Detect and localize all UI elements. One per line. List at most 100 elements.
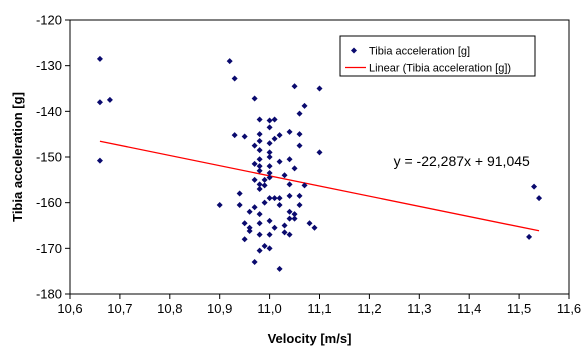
data-point (316, 149, 323, 156)
y-tick-label: -180 (36, 287, 62, 302)
x-axis-title: Velocity [m/s] (268, 331, 352, 346)
data-point (231, 132, 238, 139)
legend-marker-points (351, 47, 357, 54)
y-axis-title: Tibia acceleration [g] (10, 92, 25, 222)
data-point (266, 117, 273, 124)
x-tick-label: 10,8 (157, 301, 182, 316)
y-tick-label: -170 (36, 241, 62, 256)
data-point (256, 181, 263, 188)
data-point (261, 243, 268, 250)
legend-box (339, 35, 536, 77)
data-point (271, 224, 278, 231)
data-point (241, 133, 248, 140)
x-tick-label: 11,2 (357, 301, 381, 316)
data-point (256, 147, 263, 154)
data-point (266, 124, 273, 131)
data-point (246, 227, 253, 234)
data-point (286, 231, 293, 238)
data-point (291, 215, 298, 222)
data-point (231, 75, 238, 82)
trendline-equation: y = -22,287x + 91,045 (394, 153, 530, 169)
data-point (256, 131, 263, 138)
data-point (266, 245, 273, 252)
y-tick-label: -160 (36, 195, 62, 210)
x-tick-label: 11,5 (507, 301, 531, 316)
data-point (251, 142, 258, 149)
trendline (99, 140, 540, 232)
data-point (271, 135, 278, 142)
data-point (261, 199, 268, 206)
x-tick-label: 11,3 (407, 301, 431, 316)
data-point (536, 195, 543, 202)
data-point (266, 217, 273, 224)
data-point (286, 128, 293, 135)
data-point (276, 132, 283, 139)
data-point (266, 149, 273, 156)
data-point (286, 156, 293, 163)
data-point (266, 195, 273, 202)
data-point (271, 116, 278, 123)
data-point (256, 138, 263, 145)
data-point (286, 181, 293, 188)
data-point (296, 131, 303, 138)
data-point (246, 208, 253, 215)
data-point (266, 154, 273, 160)
data-point (256, 185, 263, 192)
data-point (311, 224, 318, 231)
data-point (256, 211, 263, 218)
data-point (276, 195, 283, 202)
data-point (241, 236, 248, 243)
y-tick-label: -130 (36, 58, 62, 73)
data-point (266, 174, 273, 181)
x-tick-label: 11,6 (557, 301, 581, 316)
data-point (276, 201, 283, 208)
data-point (256, 247, 263, 254)
legend-label-points: Tibia acceleration [g] (369, 46, 470, 58)
data-point (296, 201, 303, 208)
data-point (291, 211, 298, 218)
chart-marks (96, 55, 543, 272)
data-point (271, 195, 278, 202)
data-point (296, 142, 303, 149)
data-point (241, 220, 248, 227)
data-point (96, 55, 103, 62)
data-point (301, 102, 308, 109)
y-tick-label: -140 (36, 104, 62, 119)
data-point (286, 215, 293, 222)
axes: 10,6 10,7 10,8 10,9 11,0 11,1 11,2 11,3 11,4 11,5… (36, 13, 581, 317)
x-tick-label: 11,0 (257, 301, 281, 316)
data-point (251, 259, 258, 266)
data-point (276, 265, 283, 272)
legend-label-line: Linear (Tibia acceleration [g]) (369, 63, 511, 75)
data-point (266, 231, 273, 238)
data-point (256, 156, 263, 163)
data-point (266, 163, 273, 170)
data-point (251, 95, 258, 102)
data-point (281, 222, 288, 229)
data-point (281, 229, 288, 236)
y-tick-label: -120 (36, 13, 62, 28)
data-point (531, 183, 538, 190)
data-point (256, 220, 263, 227)
data-point (281, 172, 288, 179)
data-point (306, 220, 313, 227)
data-point (526, 233, 533, 240)
data-point (291, 83, 298, 90)
data-point (251, 160, 258, 167)
data-point (236, 201, 243, 208)
data-point (246, 224, 253, 231)
data-point (261, 182, 268, 189)
x-tick-label: 10,9 (207, 301, 232, 316)
data-point (301, 182, 308, 189)
data-point (251, 176, 258, 183)
legend: Tibia acceleration [g] Linear (Tibia acc… (339, 35, 536, 77)
data-point (266, 140, 273, 147)
data-point (216, 201, 223, 208)
data-point (256, 163, 263, 170)
data-point (256, 167, 263, 174)
x-tick-label: 10,6 (57, 301, 82, 316)
y-tick-label: -150 (36, 150, 62, 165)
data-point (261, 176, 268, 183)
data-point (316, 85, 323, 92)
